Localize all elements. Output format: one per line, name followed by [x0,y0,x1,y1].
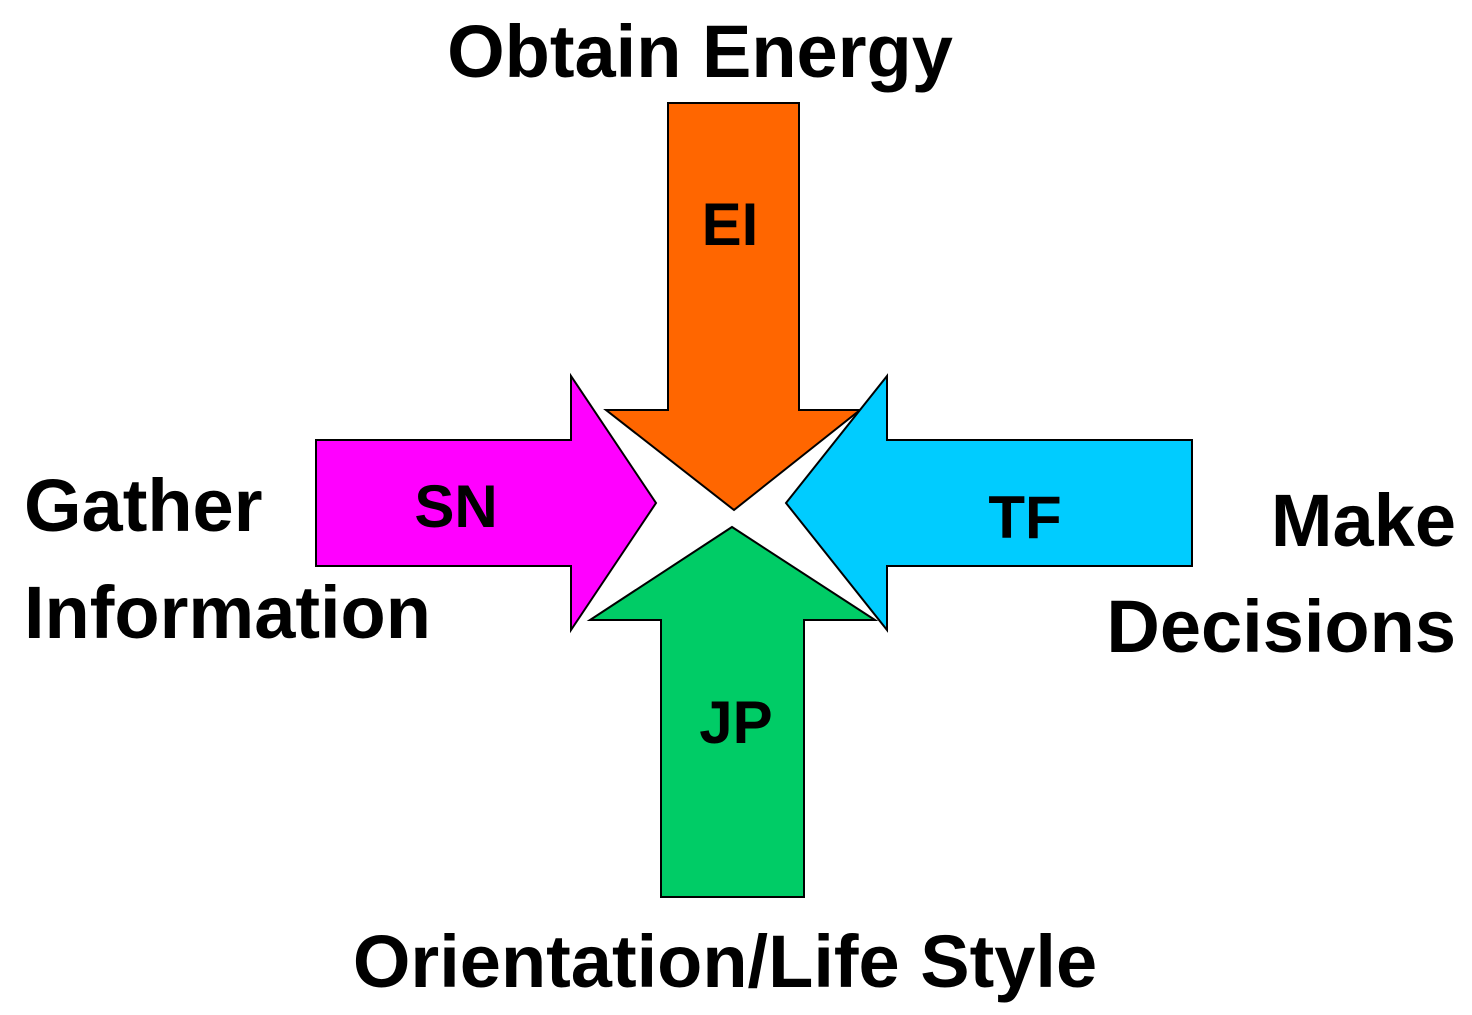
top-label: Obtain Energy [447,10,953,93]
jp-code-label: JP [699,689,772,756]
tf-arrow [784,373,1193,633]
ei-arrow [603,102,863,512]
sn-arrow [315,372,658,634]
bottom-label: Orientation/Life Style [353,920,1097,1003]
sn-code-label: SN [414,473,497,540]
jp-arrow [586,525,879,898]
right-label-line2: Decisions [1106,585,1456,668]
left-label-line2: Information [24,571,431,654]
right-label-line1: Make [1271,479,1456,562]
left-label-line1: Gather [24,464,263,547]
tf-code-label: TF [988,484,1061,551]
ei-code-label: EI [702,191,759,258]
